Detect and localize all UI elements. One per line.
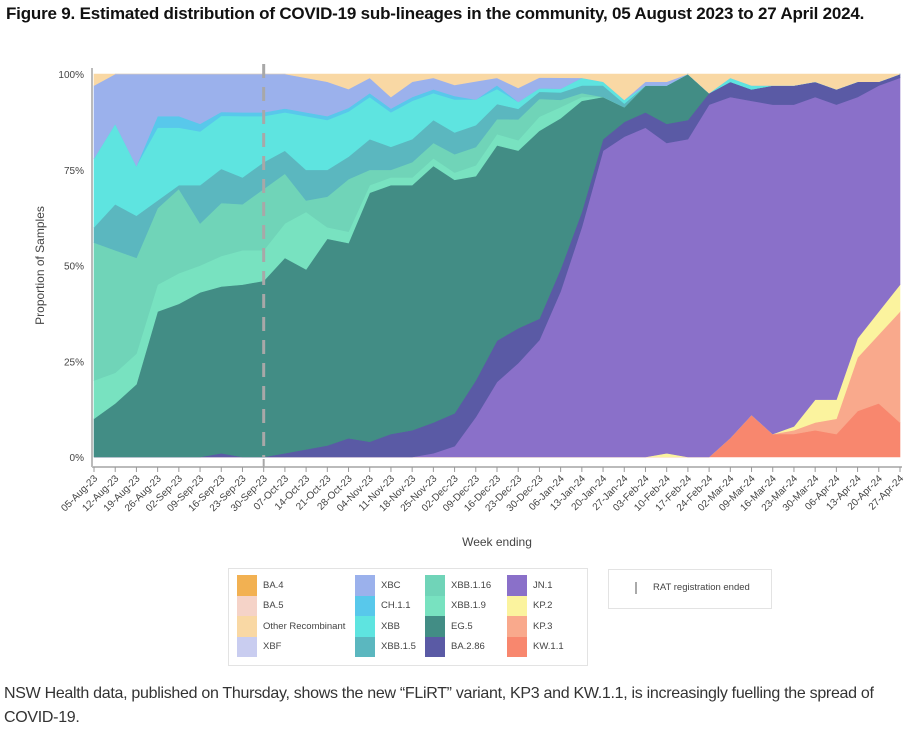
- legend-column: BA.4 BA.5 Other Recombinant XBF: [237, 575, 345, 657]
- legend-swatch: [507, 616, 527, 637]
- legend-item: KP.2: [507, 595, 564, 616]
- y-axis-title: Proportion of Samples: [33, 206, 47, 325]
- legend-swatch: [355, 616, 375, 637]
- legend-label: JN.1: [533, 579, 553, 591]
- legend-label: XBB.1.5: [381, 641, 416, 653]
- legend-item: XBB: [355, 616, 416, 637]
- legend-label: BA.4: [263, 579, 284, 591]
- legend-swatch: [237, 616, 257, 637]
- legend-item: KP.3: [507, 616, 564, 637]
- legend-label: EG.5: [451, 620, 473, 632]
- rat-dash-icon: [635, 582, 637, 594]
- legend-label: XBB.1.16: [451, 579, 492, 591]
- legend-column: XBB.1.16 XBB.1.9 EG.5 BA.2.86: [425, 575, 491, 657]
- legend-label: BA.5: [263, 600, 284, 612]
- legend-item: CH.1.1: [355, 595, 416, 616]
- chart-areas: [93, 73, 901, 458]
- legend-label: KP.3: [533, 620, 553, 632]
- legend-label: KW.1.1: [533, 641, 564, 653]
- legend-column: JN.1 KP.2 KP.3 KW.1.1: [507, 575, 564, 657]
- y-tick-label: 50%: [64, 262, 84, 273]
- legend-label: KP.2: [533, 600, 553, 612]
- legend-swatch: [237, 595, 257, 616]
- legend-item: XBC: [355, 575, 416, 596]
- legend-item: EG.5: [425, 616, 491, 637]
- legend-swatch: [355, 636, 375, 657]
- x-ticks: 05-Aug-2312-Aug-2319-Aug-2326-Aug-2302-S…: [59, 467, 906, 514]
- legend-column: XBC CH.1.1 XBB XBB.1.5: [355, 575, 416, 657]
- article-caption: NSW Health data, published on Thursday, …: [4, 685, 874, 726]
- legend-swatch: [355, 595, 375, 616]
- y-ticks: 0% 25% 50% 75% 100%: [58, 70, 84, 464]
- legend-item: XBB.1.9: [425, 595, 491, 616]
- legend-swatch: [507, 636, 527, 657]
- y-tick-label: 0%: [70, 453, 85, 464]
- x-axis-title: Week ending: [462, 535, 532, 549]
- stacked-area-chart: 0% 25% 50% 75% 100% 05-Aug-2312-Aug-2319-Aug…: [33, 64, 906, 549]
- legend-label: XBF: [263, 641, 282, 653]
- y-tick-label: 25%: [64, 357, 84, 368]
- area-other-recombinant: [93, 73, 901, 101]
- legend-item: BA.2.86: [425, 636, 491, 657]
- legend-label: Other Recombinant: [263, 620, 346, 632]
- legend-item: KW.1.1: [507, 636, 564, 657]
- legend-item: BA.5: [237, 595, 345, 616]
- legend-swatch: [507, 575, 527, 596]
- y-tick-label: 100%: [58, 70, 84, 81]
- legend: BA.4 BA.5 Other Recombinant XBF XBC CH.1.1 XBB…: [228, 568, 588, 666]
- legend-swatch: [507, 595, 527, 616]
- legend-label: XBB: [381, 620, 401, 632]
- legend-item: XBB.1.16: [425, 575, 491, 596]
- legend-swatch: [425, 575, 445, 596]
- rat-legend-label: RAT registration ended: [653, 582, 750, 593]
- legend-label: XBC: [381, 579, 401, 591]
- legend-swatch: [355, 575, 375, 596]
- legend-item: JN.1: [507, 575, 564, 596]
- legend-swatch: [237, 636, 257, 657]
- legend-item: Other Recombinant: [237, 616, 345, 637]
- legend-swatch: [425, 636, 445, 657]
- rat-legend: RAT registration ended: [608, 569, 772, 609]
- legend-swatch: [237, 575, 257, 596]
- figure-title: Figure 9. Estimated distribution of COVI…: [6, 4, 865, 23]
- legend-label: BA.2.86: [451, 641, 485, 653]
- legend-label: XBB.1.9: [451, 600, 486, 612]
- y-tick-label: 75%: [64, 166, 84, 177]
- legend-swatch: [425, 595, 445, 616]
- legend-swatch: [425, 616, 445, 637]
- legend-label: CH.1.1: [381, 600, 411, 612]
- legend-item: XBB.1.5: [355, 636, 416, 657]
- legend-item: BA.4: [237, 575, 345, 596]
- legend-item: XBF: [237, 636, 345, 657]
